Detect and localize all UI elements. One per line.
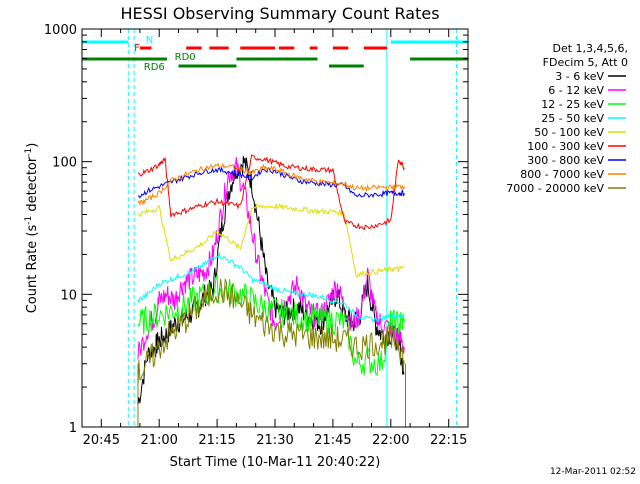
x-tick-label-2: 21:15 xyxy=(198,433,235,448)
y-axis-label-end: ) xyxy=(25,143,40,148)
x-tick-label-1: 21:00 xyxy=(140,433,177,448)
series-line-5 xyxy=(137,154,405,231)
legend-label-1: 6 - 12 keV xyxy=(548,84,604,97)
y-tick-label-2: 100 xyxy=(52,156,77,171)
y-axis-label: Count Rate (s-1 detector-1) xyxy=(24,143,40,314)
x-tick-label-6: 22:15 xyxy=(430,433,467,448)
series-line-7 xyxy=(137,162,405,207)
legend-label-5: 100 - 300 keV xyxy=(527,140,604,153)
legend-label-7: 800 - 7000 keV xyxy=(520,168,604,181)
legend-label-8: 7000 - 20000 keV xyxy=(506,182,604,195)
series-line-8 xyxy=(137,277,405,387)
legend-label-0: 3 - 6 keV xyxy=(555,70,604,83)
axes: 20:45 21:00 21:15 21:30 21:45 22:00 22:15 1 10 10… xyxy=(44,23,469,448)
x-tick-label-0: 20:45 xyxy=(83,433,120,448)
series-line-4 xyxy=(137,202,405,279)
legend-label-3: 25 - 50 keV xyxy=(541,112,604,125)
y-tick-label-1: 10 xyxy=(60,288,77,303)
x-tick-label-5: 22:00 xyxy=(372,433,409,448)
x-tick-label-3: 21:30 xyxy=(256,433,293,448)
series-line-6 xyxy=(137,166,405,199)
legend: Det 1,3,4,5,6,FDecim 5, Att 03 - 6 keV6 … xyxy=(506,42,628,195)
legend-label-4: 50 - 100 keV xyxy=(534,126,604,139)
y-tick-label-0: 1 xyxy=(69,421,77,436)
y-tick-label-3: 1000 xyxy=(44,23,77,38)
y-axis-label-sup2: -1 xyxy=(24,148,34,157)
chart-title: HESSI Observing Summary Count Rates xyxy=(120,4,439,23)
flag-label-rd6: RD6 xyxy=(144,62,165,73)
series-line-3 xyxy=(137,251,405,323)
legend-header-1: FDecim 5, Att 0 xyxy=(543,56,628,69)
legend-label-2: 12 - 25 keV xyxy=(541,98,604,111)
y-axis-label-mid: detector xyxy=(25,156,40,216)
flag-label-rd0: RD0 xyxy=(175,52,196,63)
legend-label-6: 300 - 800 keV xyxy=(527,154,604,167)
legend-header-0: Det 1,3,4,5,6, xyxy=(552,42,628,55)
x-axis-label: Start Time (10-Mar-11 20:40:22) xyxy=(170,455,381,470)
y-axis-label-sup1: -1 xyxy=(24,216,34,225)
x-tick-label-4: 21:45 xyxy=(314,433,351,448)
generated-timestamp: 12-Mar-2011 02:52 xyxy=(550,467,636,477)
y-axis-label-main: Count Rate (s xyxy=(25,225,40,314)
flag-label-f: F xyxy=(134,43,140,54)
plot-area: NF RD0 RD6 xyxy=(82,29,468,427)
flag-label-n: N xyxy=(146,35,153,46)
